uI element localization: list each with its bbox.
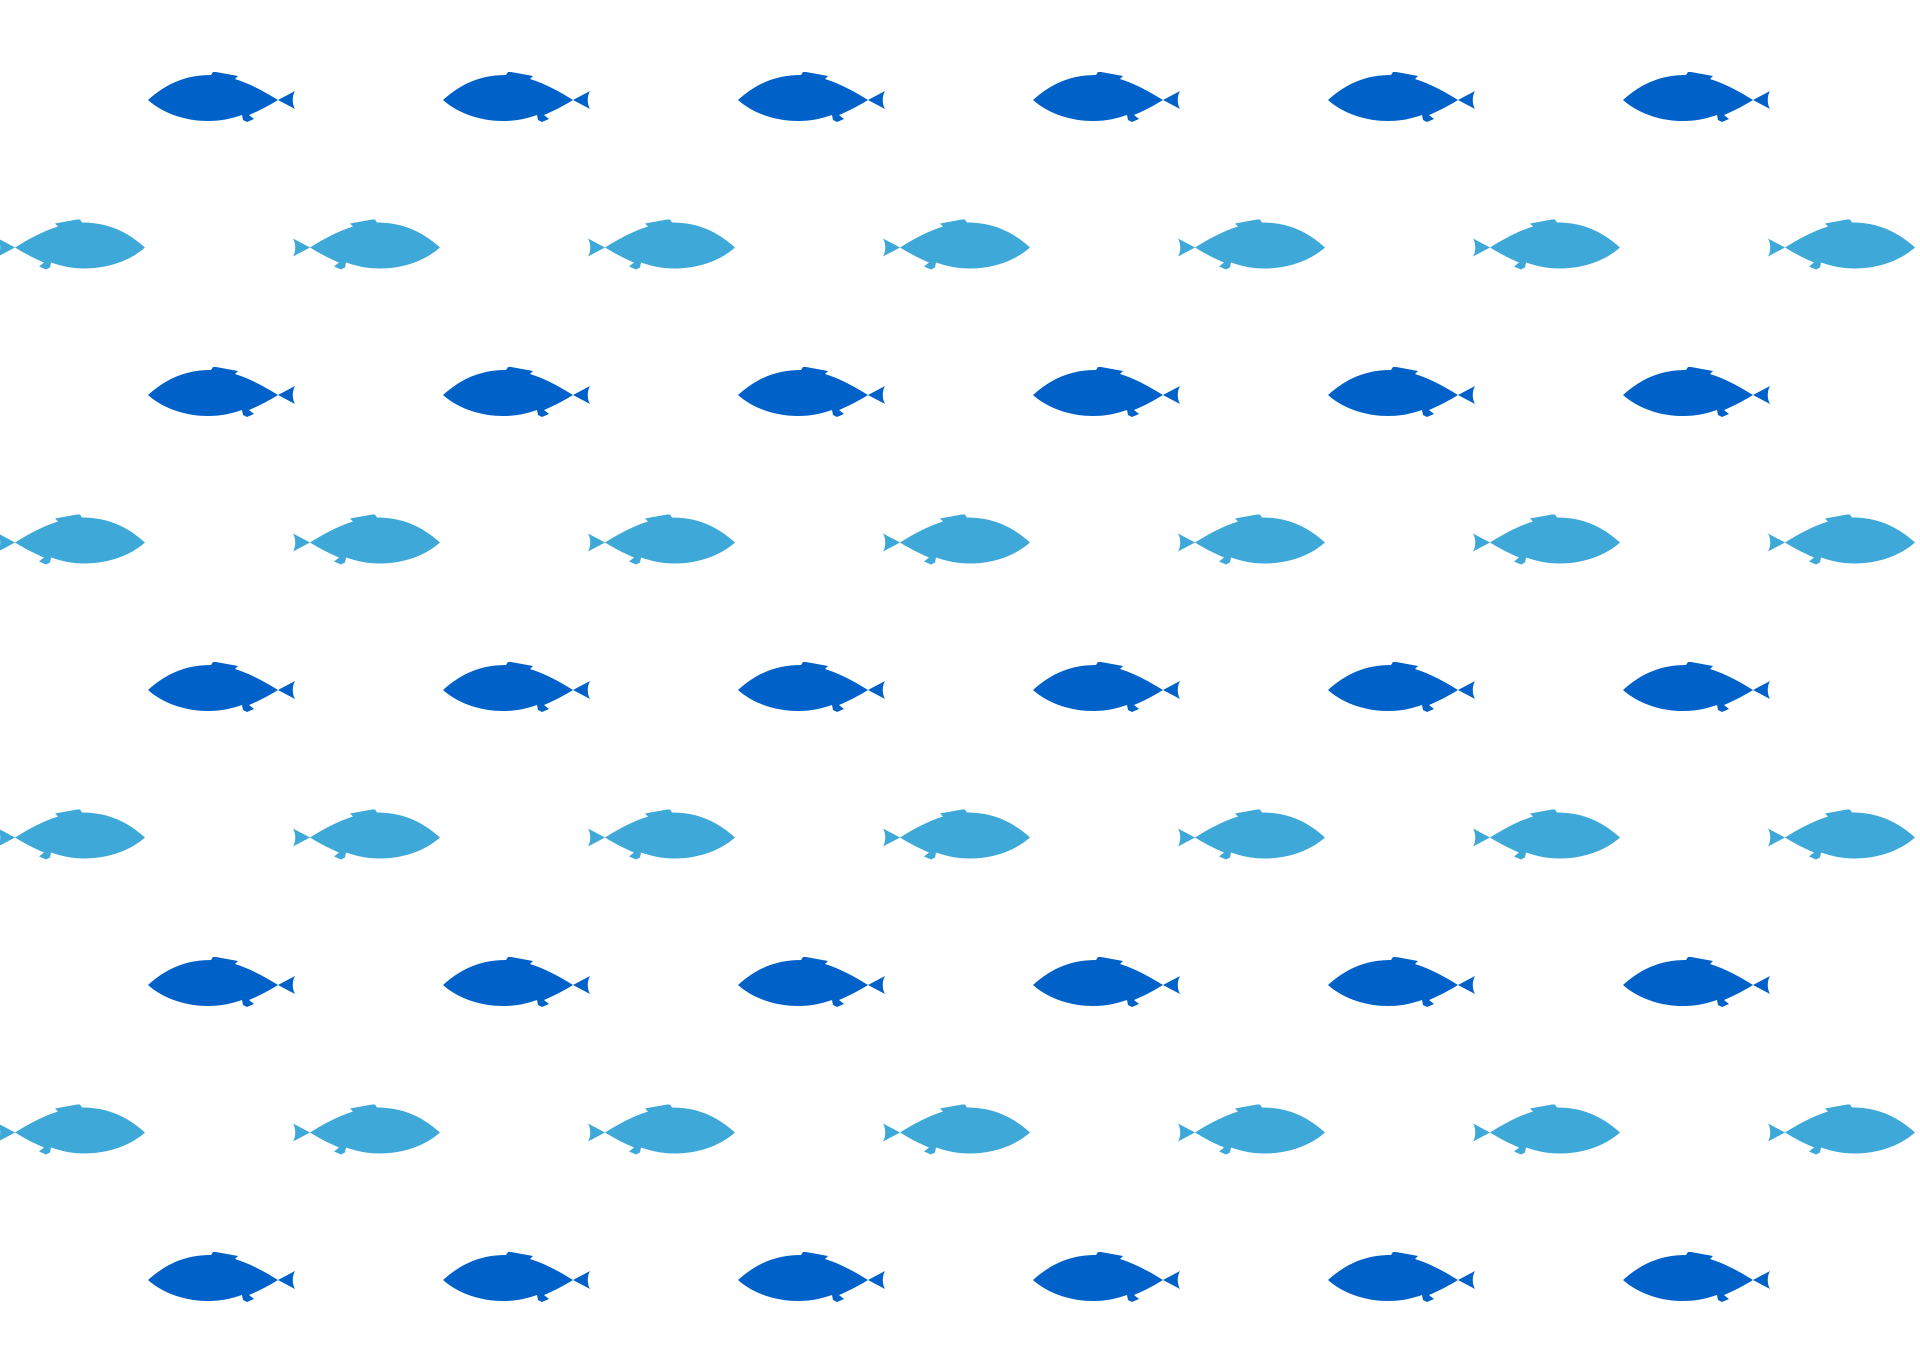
pattern-background [0,0,1920,1360]
fish-pattern [0,0,1920,1360]
